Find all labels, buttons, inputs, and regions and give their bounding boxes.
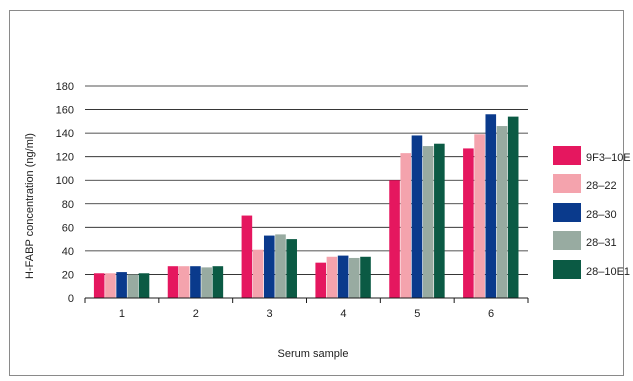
bar [400,153,412,298]
legend: 9F3–10E 28–22 28–30 28–31 28–10E1 [553,146,631,279]
bar [138,273,150,298]
bar [127,274,139,298]
bar [263,235,275,298]
y-tick-label: 100 [56,175,74,187]
bar [389,180,400,298]
bar [349,257,360,298]
x-tick-label: 2 [193,308,199,320]
legend-swatch [553,231,581,250]
x-tick-label: 1 [119,308,125,320]
bar [241,215,253,298]
bar [105,273,116,298]
bar [286,239,297,298]
legend-swatch [553,146,581,165]
legend-item: 28–30 [553,203,617,222]
y-tick-label: 160 [56,105,74,117]
y-tick-label: 80 [62,199,74,211]
legend-swatch [553,260,581,279]
y-tick-label: 140 [56,128,74,140]
y-tick-label: 180 [56,81,74,93]
legend-label: 28–30 [586,209,617,221]
bar [326,256,338,298]
bar [463,148,474,298]
legend-swatch [553,174,581,193]
bar [315,262,327,298]
y-tick-label: 120 [56,152,74,164]
y-axis-label: H-FABP concentration (ng/ml) [24,133,36,279]
chart-frame [9,10,624,376]
bar [116,272,127,298]
y-tick-label: 0 [68,293,74,305]
y-tick-label: 20 [62,269,74,281]
x-tick-label: 5 [414,308,420,320]
y-tick-label: 60 [62,222,74,234]
bar [190,266,201,298]
bar [337,255,349,298]
x-axis-label: Serum sample [278,348,349,360]
gridlines [85,85,528,275]
bar [496,126,508,299]
bar [360,256,371,298]
legend-item: 28–31 [553,231,617,250]
bar [201,267,212,298]
x-tick-label: 6 [488,308,494,320]
legend-swatch [553,203,581,222]
bar [178,266,190,298]
bar [474,134,485,298]
legend-label: 9F3–10E [586,152,631,164]
y-axis-ticks: 0 20 40 60 80 100 120 140 160 180 [56,81,74,305]
legend-item: 28–22 [553,174,617,193]
bar [167,266,179,298]
bar [422,146,434,298]
x-tick-label: 3 [267,308,273,320]
legend-item: 9F3–10E [553,146,631,165]
bar [275,234,286,298]
bar [411,135,423,298]
bar [212,266,224,298]
x-axis-ticks: 1 2 3 4 5 6 [84,298,529,320]
bars [93,114,519,299]
bar [93,273,105,298]
legend-label: 28–22 [586,180,617,192]
bar [434,143,445,298]
legend-label: 28–31 [586,237,617,249]
y-tick-label: 40 [62,246,74,258]
bar [485,114,497,299]
bar [507,116,519,298]
x-tick-label: 4 [340,308,346,320]
legend-item: 28–10E1 [553,260,630,279]
bar [252,249,264,298]
legend-label: 28–10E1 [586,266,630,278]
